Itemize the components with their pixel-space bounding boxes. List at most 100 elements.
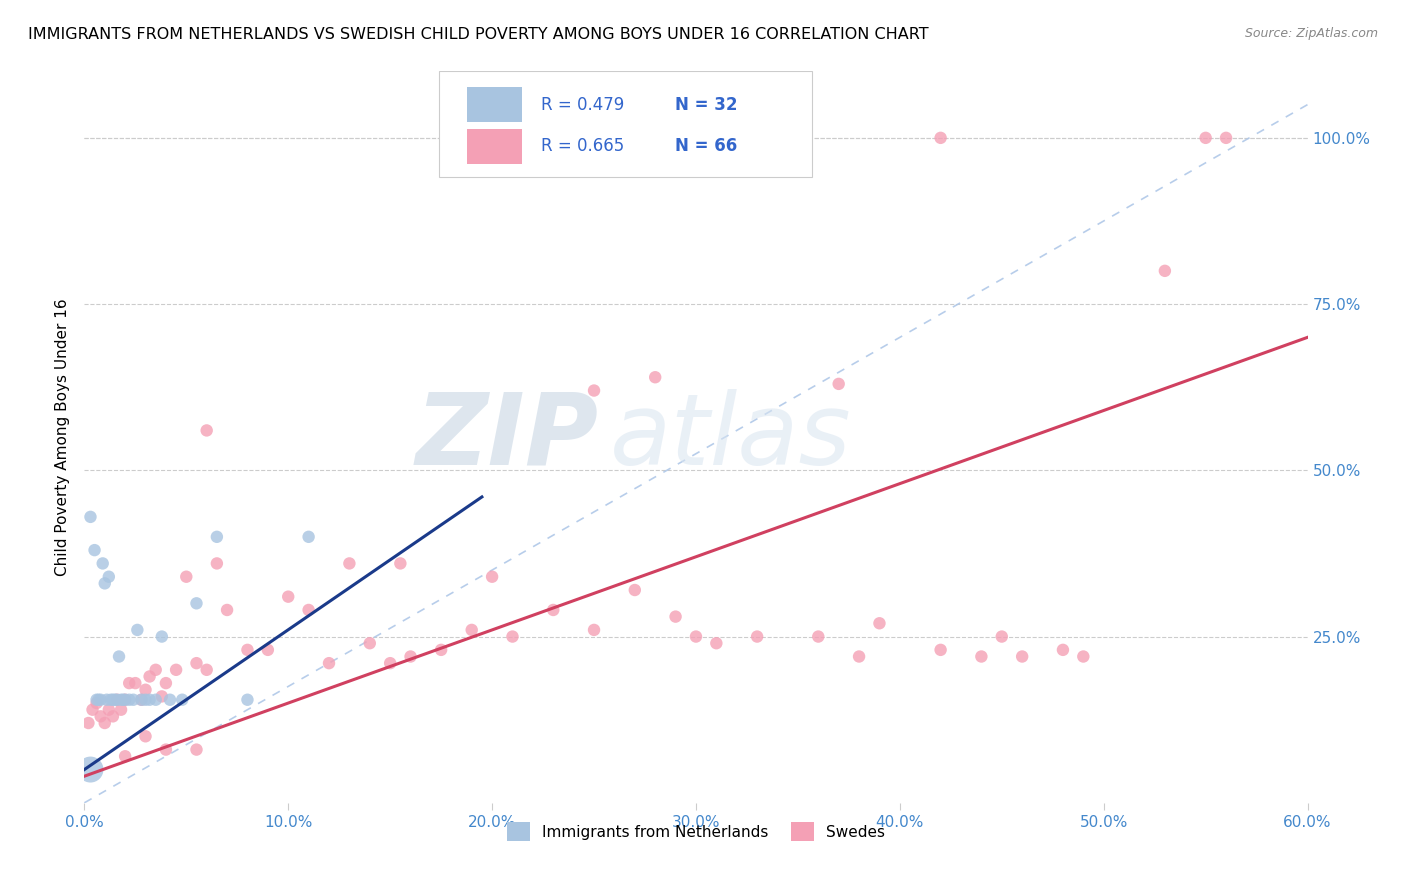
Point <box>747 630 769 644</box>
Point <box>110 703 132 717</box>
Point <box>83 543 105 558</box>
Point <box>150 690 173 704</box>
Point <box>101 709 124 723</box>
Point <box>186 596 208 610</box>
Point <box>105 692 128 706</box>
Point <box>105 692 128 706</box>
Point <box>131 692 153 706</box>
FancyBboxPatch shape <box>467 128 522 163</box>
Point <box>380 656 402 670</box>
Legend: Immigrants from Netherlands, Swedes: Immigrants from Netherlands, Swedes <box>498 813 894 850</box>
Point <box>195 663 218 677</box>
Point <box>1154 264 1177 278</box>
Point <box>114 749 136 764</box>
Point <box>828 376 851 391</box>
Point <box>186 742 208 756</box>
Point <box>1052 643 1074 657</box>
Point <box>93 716 115 731</box>
Point <box>502 630 524 644</box>
Point <box>174 570 197 584</box>
Point <box>583 384 606 398</box>
Point <box>1011 649 1033 664</box>
Point <box>991 630 1014 644</box>
Point <box>277 590 299 604</box>
Text: atlas: atlas <box>610 389 852 485</box>
Point <box>86 696 108 710</box>
Point <box>101 692 124 706</box>
Point <box>1195 131 1218 145</box>
Point <box>145 663 167 677</box>
Point <box>138 669 160 683</box>
Point <box>79 763 101 777</box>
Text: R = 0.665: R = 0.665 <box>541 137 624 155</box>
Point <box>257 643 280 657</box>
Point <box>970 649 993 664</box>
Text: Source: ZipAtlas.com: Source: ZipAtlas.com <box>1244 27 1378 40</box>
Text: N = 32: N = 32 <box>675 95 738 113</box>
Point <box>114 692 136 706</box>
Point <box>110 692 132 706</box>
Point <box>389 557 412 571</box>
Point <box>131 692 153 706</box>
Point <box>706 636 728 650</box>
Point <box>114 692 136 706</box>
Point <box>186 656 208 670</box>
Point <box>135 729 157 743</box>
Point <box>481 570 503 584</box>
Point <box>118 676 141 690</box>
Point <box>217 603 239 617</box>
Point <box>159 692 181 706</box>
Point <box>430 643 453 657</box>
Point <box>399 649 422 664</box>
FancyBboxPatch shape <box>439 71 813 178</box>
Point <box>195 424 218 438</box>
Point <box>1215 131 1237 145</box>
Point <box>127 623 149 637</box>
Point <box>205 530 228 544</box>
Point <box>90 692 112 706</box>
Point <box>583 623 606 637</box>
Point <box>145 692 167 706</box>
Point <box>236 643 259 657</box>
Point <box>135 692 157 706</box>
Point <box>100 692 122 706</box>
Point <box>86 692 108 706</box>
Point <box>848 649 870 664</box>
Point <box>318 656 340 670</box>
Point <box>77 716 100 731</box>
Point <box>79 509 101 524</box>
Point <box>205 557 228 571</box>
Point <box>155 742 177 756</box>
Point <box>359 636 381 650</box>
Text: N = 66: N = 66 <box>675 137 737 155</box>
Text: ZIP: ZIP <box>415 389 598 485</box>
Point <box>236 692 259 706</box>
Point <box>172 692 194 706</box>
Point <box>112 692 135 706</box>
Point <box>104 692 127 706</box>
Point <box>543 603 565 617</box>
Point <box>298 530 321 544</box>
Point <box>122 692 145 706</box>
Point <box>124 676 146 690</box>
Point <box>461 623 484 637</box>
Point <box>87 692 110 706</box>
Point <box>624 582 647 597</box>
Point <box>807 630 830 644</box>
Point <box>929 131 952 145</box>
Point <box>869 616 891 631</box>
Point <box>82 703 104 717</box>
Point <box>339 557 361 571</box>
Text: R = 0.479: R = 0.479 <box>541 95 624 113</box>
Point <box>929 643 952 657</box>
Point <box>108 649 131 664</box>
Y-axis label: Child Poverty Among Boys Under 16: Child Poverty Among Boys Under 16 <box>55 298 70 576</box>
Point <box>96 692 118 706</box>
Point <box>150 630 173 644</box>
FancyBboxPatch shape <box>467 87 522 122</box>
Point <box>644 370 666 384</box>
Point <box>135 682 157 697</box>
Point <box>298 603 321 617</box>
Text: IMMIGRANTS FROM NETHERLANDS VS SWEDISH CHILD POVERTY AMONG BOYS UNDER 16 CORRELA: IMMIGRANTS FROM NETHERLANDS VS SWEDISH C… <box>28 27 929 42</box>
Point <box>93 576 115 591</box>
